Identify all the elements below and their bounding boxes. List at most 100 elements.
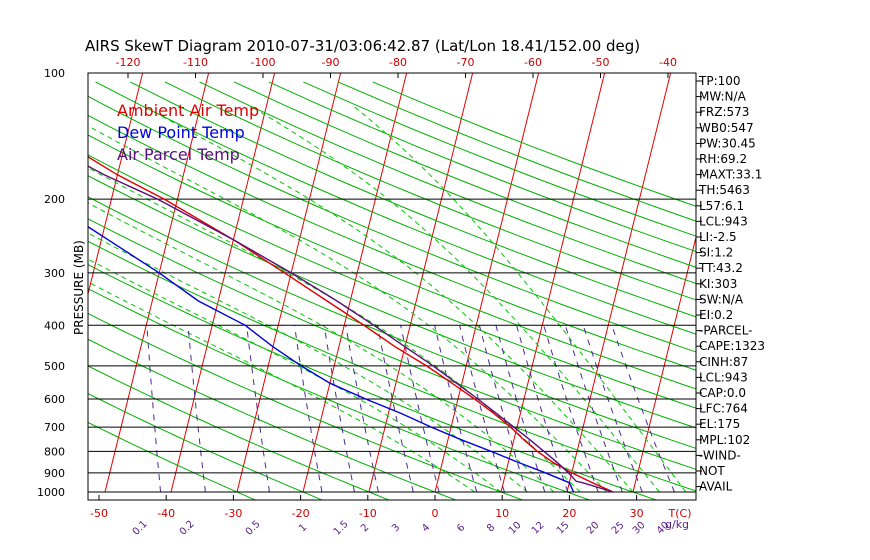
mixing-ratio-label: 30 [631, 520, 648, 537]
stats-item: TH:5463 [698, 183, 750, 197]
mixing-ratio-label: 15 [555, 520, 572, 537]
stats-item: SW:N/A [699, 292, 744, 306]
top-temp-tick-label: -90 [322, 56, 340, 69]
mixing-ratio-label: 8 [485, 522, 497, 534]
bottom-temp-tick-label: 30 [630, 507, 644, 520]
stats-item: TP:100 [698, 74, 741, 88]
bottom-unit-label: T(C) [668, 507, 692, 520]
mixing-ratio-label: 2 [359, 522, 371, 534]
stats-item: FRZ:573 [699, 105, 749, 119]
stats-item: AVAIL [699, 480, 733, 494]
bottom-temp-tick-label: -40 [157, 507, 175, 520]
pressure-tick-label: 800 [44, 445, 65, 458]
isotherm-line [500, 73, 606, 493]
bottom-temp-tick-label: -20 [292, 507, 310, 520]
stats-item: RH:69.2 [699, 152, 747, 166]
moist-adiabat-line [250, 105, 660, 493]
chart-title: AIRS SkewT Diagram 2010-07-31/03:06:42.8… [85, 37, 640, 55]
mixing-ratio-label: 4 [420, 522, 432, 534]
dewpoint-line [88, 225, 575, 493]
mixing-ratio-label: 0.5 [244, 519, 263, 538]
moist-adiabat-line [353, 105, 687, 493]
pressure-tick-label: 600 [44, 393, 65, 406]
top-temp-tick-label: -40 [659, 56, 677, 69]
legend-dewpoint: Dew Point Temp [117, 123, 245, 142]
legend: Ambient Air Temp Dew Point Temp Air Parc… [117, 101, 259, 164]
top-temp-tick-label: -110 [183, 56, 208, 69]
dry-adiabat-line [88, 175, 696, 429]
isotherm-line [104, 73, 210, 493]
dry-adiabat-line [88, 196, 696, 449]
dry-adiabat-line [88, 312, 525, 500]
top-temp-tick-label: -100 [251, 56, 276, 69]
stats-item: EI:0.2 [699, 308, 733, 322]
grid-layer [88, 73, 869, 500]
stats-item: WB0:547 [699, 121, 754, 135]
stats-item: TT:43.2 [698, 261, 743, 275]
plot-area [88, 73, 696, 500]
moist-adiabat-line [88, 232, 528, 493]
stats-item: SI:1.2 [699, 246, 733, 260]
stats-item: LFC:764 [699, 402, 748, 416]
stats-item: -WIND- [699, 448, 741, 462]
isotherm-line [170, 73, 276, 493]
dry-adiabat-line [95, 81, 696, 335]
mixing-ratio-label: 3 [390, 522, 402, 534]
top-temp-tick-label: -70 [457, 56, 475, 69]
moist-adiabat-line [88, 281, 475, 493]
stats-item: CINH:87 [699, 355, 748, 369]
moist-adiabat-line [88, 202, 555, 493]
stats-item: MAXT:33.1 [699, 168, 762, 182]
parcel-temp-line [88, 165, 614, 493]
top-temp-tick-label: -80 [389, 56, 407, 69]
bottom-temp-tick-label: -30 [224, 507, 242, 520]
dry-adiabat-line [88, 218, 696, 470]
dry-adiabat-line [88, 338, 458, 500]
pressure-tick-label: 200 [44, 193, 65, 206]
mixing-ratio-label: 25 [610, 520, 627, 537]
legend-ambient: Ambient Air Temp [117, 101, 259, 120]
pressure-tick-label: 500 [44, 360, 65, 373]
dry-adiabat-line [88, 421, 257, 500]
dry-adiabat-line [88, 240, 696, 492]
dry-adiabat-line [268, 81, 696, 253]
pressure-tick-label: 700 [44, 421, 65, 434]
moist-adiabat-line [88, 125, 607, 493]
dry-adiabat-line [233, 81, 696, 268]
mixing-ratio-label: 20 [585, 520, 602, 537]
mixing-ratio-label: 1.5 [332, 519, 351, 538]
stats-item: CAPE:1323 [699, 339, 765, 353]
pressure-tick-label: 100 [44, 67, 65, 80]
bottom-temp-tick-label: 0 [432, 507, 439, 520]
stats-item: NOT [699, 464, 725, 478]
stats-item: KI:303 [699, 277, 737, 291]
dry-adiabat-line [88, 288, 591, 500]
dry-adiabat-line [199, 81, 696, 284]
pressure-tick-label: 400 [44, 319, 65, 332]
stats-item: L57:6.1 [699, 199, 744, 213]
moist-adiabat-line [88, 258, 502, 493]
isotherm-line [632, 235, 696, 493]
legend-parcel: Air Parcel Temp [117, 145, 240, 164]
isotherm-line [566, 73, 672, 493]
isotherm-line [236, 73, 342, 493]
top-temp-tick-label: -50 [592, 56, 610, 69]
top-temp-tick-label: -120 [116, 56, 141, 69]
mixing-ratio-label: 1 [297, 522, 309, 534]
isotherm-line [368, 73, 474, 493]
stats-item: -PARCEL- [699, 324, 753, 338]
isotherm-line [765, 73, 869, 492]
moist-adiabat-line [143, 105, 634, 493]
dry-adiabat-line [88, 154, 696, 409]
mixing-ratio-unit: g/kg [665, 518, 689, 531]
dry-adiabat-line [88, 114, 696, 371]
pressure-tick-label: 1000 [37, 486, 65, 499]
stats-item: EL:175 [699, 417, 740, 431]
mixing-ratio-label: 10 [507, 520, 524, 537]
stats-item: MPL:102 [699, 433, 750, 447]
stats-item: LCL:943 [699, 214, 748, 228]
stats-item: LI:-2.5 [699, 230, 737, 244]
y-axis-label: PRESSURE (MB) [72, 240, 86, 335]
